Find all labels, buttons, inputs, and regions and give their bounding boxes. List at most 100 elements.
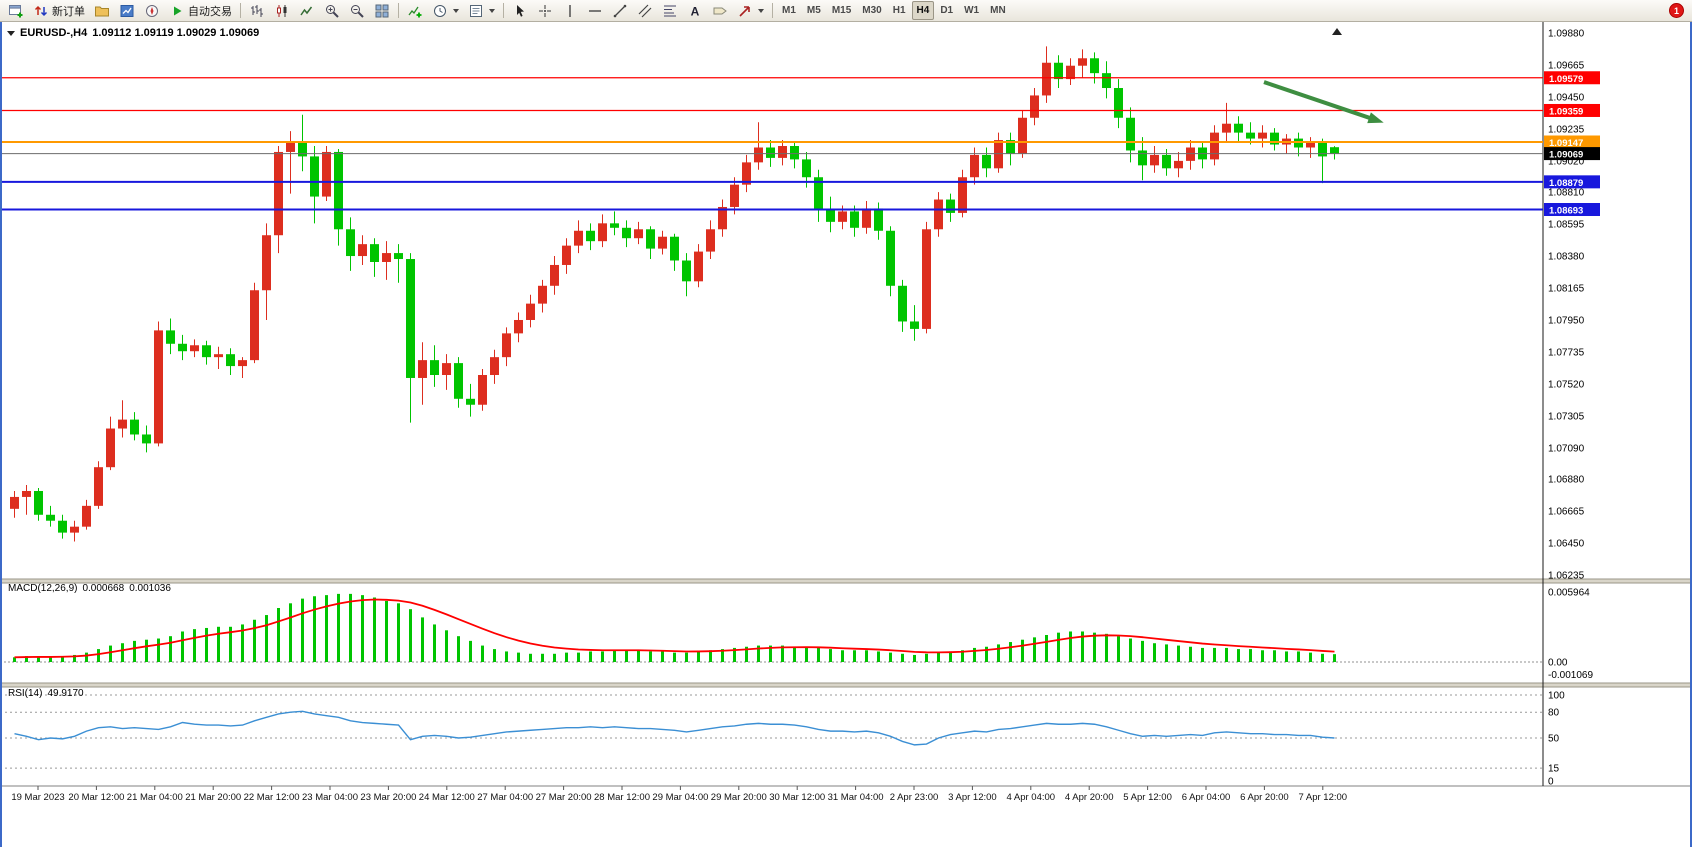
svg-text:50: 50	[1548, 734, 1560, 745]
label-button[interactable]	[708, 1, 732, 20]
svg-text:1.09665: 1.09665	[1548, 60, 1585, 71]
toolbar-separator	[503, 3, 504, 18]
new-order-label: 新订单	[52, 5, 85, 18]
arrow-shape-icon	[739, 5, 750, 17]
autotrading-button[interactable]: 自动交易	[165, 1, 236, 20]
fibonacci-icon	[664, 5, 676, 16]
toolbar-separator	[240, 3, 241, 18]
svg-text:1.06235: 1.06235	[1548, 571, 1585, 582]
svg-text:0.00: 0.00	[1548, 658, 1568, 669]
channel-button[interactable]	[633, 1, 657, 20]
cursor-button[interactable]	[508, 1, 532, 20]
svg-text:28 Mar 12:00: 28 Mar 12:00	[594, 792, 650, 803]
dropdown-caret-icon	[758, 8, 764, 13]
chart-shift-marker[interactable]	[1332, 28, 1342, 35]
svg-text:2 Apr 23:00: 2 Apr 23:00	[890, 792, 939, 803]
candlestick-icon	[277, 4, 287, 17]
fibonacci-button[interactable]	[658, 1, 682, 20]
new-chart-button[interactable]	[4, 1, 28, 20]
tile-windows-icon	[375, 4, 389, 17]
market-watch-icon	[120, 4, 134, 17]
navigator-button[interactable]	[140, 1, 164, 20]
price-axis: 1.09880 1.09665 1.09450 1.09235 1.09020 1.088…	[1542, 22, 1585, 786]
timeframe-m30-button[interactable]: M30	[862, 5, 882, 16]
new-order-button[interactable]: 新订单	[29, 1, 89, 20]
bar-chart-button[interactable]	[245, 1, 269, 20]
timeframe-w1-button[interactable]: W1	[964, 5, 980, 16]
chart-header: EURUSD-,H4 1.09112 1.09119 1.09029 1.090…	[7, 27, 259, 39]
chart-collapse-icon[interactable]	[7, 30, 15, 36]
svg-text:0: 0	[1548, 777, 1554, 788]
svg-text:1.06880: 1.06880	[1548, 475, 1585, 486]
vertical-line-button[interactable]	[558, 1, 582, 20]
timeframe-m5-button[interactable]: M5	[806, 5, 821, 16]
text-button[interactable]: A	[683, 1, 707, 20]
svg-text:15: 15	[1548, 764, 1560, 775]
market-watch-button[interactable]	[115, 1, 139, 20]
trendline-icon	[613, 4, 627, 17]
chart-quote-ohlc: 1.09112 1.09119 1.09029 1.09069	[92, 27, 260, 39]
horizontal-line-button[interactable]	[583, 1, 607, 20]
horizontal-level-lines[interactable]: 1.09579 1.09359 1.09147 1.08879 1.08693	[0, 71, 1600, 217]
dropdown-caret-icon	[453, 8, 459, 13]
crosshair-button[interactable]	[533, 1, 557, 20]
panel-separators	[0, 578, 1692, 787]
svg-text:1.07735: 1.07735	[1548, 347, 1585, 358]
bar-chart-icon	[251, 4, 263, 17]
candlestick-chart-button[interactable]	[270, 1, 294, 20]
svg-text:19 Mar 2023: 19 Mar 2023	[11, 792, 64, 803]
chart-canvas[interactable]: 1.09880 1.09665 1.09450 1.09235 1.09020 1.088…	[0, 22, 1692, 847]
svg-text:4 Apr 04:00: 4 Apr 04:00	[1006, 792, 1055, 803]
svg-text:1.09880: 1.09880	[1548, 29, 1585, 40]
new-order-icon	[34, 5, 48, 16]
timeframe-mn-button[interactable]: MN	[990, 5, 1006, 16]
zoom-out-button[interactable]	[345, 1, 369, 20]
svg-text:1.08380: 1.08380	[1548, 252, 1585, 263]
trendline-button[interactable]	[608, 1, 632, 20]
zoom-in-button[interactable]	[320, 1, 344, 20]
periods-clock-icon	[434, 4, 446, 17]
svg-text:1.07305: 1.07305	[1548, 411, 1585, 422]
templates-button[interactable]	[464, 1, 499, 20]
equidistant-channel-icon	[638, 4, 652, 17]
notification-badge[interactable]: 1	[1669, 3, 1684, 18]
svg-text:30 Mar 12:00: 30 Mar 12:00	[769, 792, 825, 803]
current-price-line: 1.09069	[0, 147, 1600, 161]
svg-text:1.08165: 1.08165	[1548, 284, 1585, 295]
line-chart-button[interactable]	[295, 1, 319, 20]
profiles-button[interactable]	[90, 1, 114, 20]
svg-text:1.09359: 1.09359	[1549, 106, 1583, 117]
timeframe-m1-button[interactable]: M1	[782, 5, 796, 16]
svg-text:29 Mar 04:00: 29 Mar 04:00	[652, 792, 708, 803]
svg-text:1.06665: 1.06665	[1548, 507, 1585, 518]
svg-text:29 Mar 20:00: 29 Mar 20:00	[711, 792, 767, 803]
svg-text:20 Mar 12:00: 20 Mar 12:00	[68, 792, 124, 803]
svg-text:0.005964: 0.005964	[1548, 588, 1590, 599]
toolbar: 新订单 自动交易	[0, 0, 1692, 22]
svg-text:27 Mar 20:00: 27 Mar 20:00	[536, 792, 592, 803]
chart-window[interactable]: 1.09880 1.09665 1.09450 1.09235 1.09020 1.088…	[0, 22, 1692, 847]
cursor-icon	[517, 4, 524, 17]
vertical-line-icon	[569, 4, 571, 17]
tile-windows-button[interactable]	[370, 1, 394, 20]
toolbar-separator	[772, 3, 773, 18]
rsi-panel: 100 80 50 15 0	[0, 691, 1565, 788]
timeframe-h4-button[interactable]: H4	[911, 1, 935, 20]
svg-text:80: 80	[1548, 708, 1560, 719]
svg-text:6 Apr 20:00: 6 Apr 20:00	[1240, 792, 1289, 803]
indicators-button[interactable]	[403, 1, 427, 20]
timeframe-d1-button[interactable]: D1	[940, 5, 954, 16]
timeframe-m15-button[interactable]: M15	[831, 5, 852, 16]
rsi-name: RSI(14)	[8, 688, 43, 699]
svg-text:1.09579: 1.09579	[1549, 74, 1583, 85]
svg-text:1.08879: 1.08879	[1549, 178, 1583, 189]
trend-arrow-annotation[interactable]	[1263, 80, 1384, 124]
arrow-shapes-button[interactable]	[733, 1, 768, 20]
svg-text:1.06450: 1.06450	[1548, 539, 1585, 550]
macd-panel: 0.005964 0.00-0.001069	[0, 588, 1593, 681]
timeframe-h1-button[interactable]: H1	[892, 5, 906, 16]
dropdown-caret-icon	[489, 8, 495, 13]
svg-text:6 Apr 04:00: 6 Apr 04:00	[1182, 792, 1231, 803]
periods-button[interactable]	[428, 1, 463, 20]
macd-name: MACD(12,26,9)	[8, 583, 78, 594]
